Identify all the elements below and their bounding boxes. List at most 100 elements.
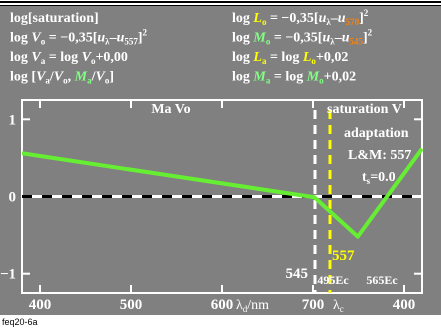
header-left-line-3-seg-6: +0,00 [95,50,127,65]
header-right-line-3-seg-1: L [252,50,262,65]
header-right-line-3-seg-6: +0,02 [316,50,348,65]
header-left-line-4-seg-8: a [87,76,92,86]
header-right-line-1-seg-2: o [262,17,267,27]
header-right-line-2-seg-3: = −0,35[ [270,31,322,46]
header-right-line-2-seg-0: log [232,31,253,46]
header-left-line-3-seg-2: a [41,56,46,66]
y-tick-label-2: −1 [0,267,16,283]
header-left-line-2-seg-3: = −0,35[ [45,31,97,46]
header-left-line-3-seg-1: V [31,50,42,65]
header-left-line-2: log Vo = −0,35[uλ–u557]2 [10,28,148,47]
header-left-line-3-seg-3: = log [45,50,81,65]
ec-label-495: 495Ec [317,273,349,287]
header-left-line-3-seg-0: log [10,50,31,65]
header-right-line-4-seg-3: = log [270,70,306,85]
header-left-line-4-seg-3: / [49,70,55,85]
header-left-line-4-seg-0: log [ [10,70,36,85]
ts-part-0: t [362,170,367,185]
header-left-line-3: log Va = log Vo+0,00 [10,50,128,66]
header-right-line-1-seg-4: u [319,11,327,26]
header-right-line-2: log Mo = −0,35[uλ–u545]2 [232,28,373,47]
header-left-line-4-seg-10: V [95,70,106,85]
header-right-line-4-seg-1: M [252,70,266,85]
vline-label-557: 557 [332,248,355,264]
header-right-line-1-seg-7: u [338,11,346,26]
header-right-line-1: log Lo = −0,35[uλ–u570]2 [232,8,369,27]
header-left-line-4-seg-1: V [36,70,47,85]
header-right-line-4: log Ma = log Mo+0,02 [232,70,356,86]
second-rule [0,5,441,6]
header-right-line-4-seg-2: a [266,76,271,86]
header-left-formulas: log[saturation]log Vo = −0,35[uλ–u557]2l… [10,11,148,86]
x-tick-label-1: 500 [120,297,143,313]
ts-part-1: s [367,176,371,186]
header-left-line-2-seg-7: u [117,31,125,46]
vline-label-545: 545 [286,266,309,282]
header-right-line-1-seg-9: ] [359,11,364,26]
header-left-line-2-seg-6: – [109,31,118,46]
header-left-line-4-seg-11: o [105,76,110,86]
header-right-line-2-seg-7: u [342,31,350,46]
adaptation-label: adaptation [344,126,409,141]
header-right-line-4-seg-6: +0,02 [324,70,356,85]
header-right-line-3-seg-3: = log [266,50,302,65]
header-right-line-2-seg-10: 2 [368,28,373,38]
header-right-line-4-seg-5: o [319,76,324,86]
y-tick-label-1: 0 [9,190,17,206]
header-left-line-2-seg-5: λ [105,37,110,47]
ma-vo-label: Ma Vo [151,102,190,117]
x-tick-label-2: 600 [211,297,234,313]
lambda-c-label: λc [333,298,344,314]
header-left-line-4-seg-12: ] [109,70,114,85]
x-axis-label-part-0: λ [236,298,243,313]
header-left-line-2-seg-4: u [97,31,105,46]
header-right-line-3-seg-5: o [311,56,316,66]
header-left-line-2-seg-2: o [41,37,46,47]
ec-label-565: 565Ec [366,273,398,287]
lambda-c-part-1: c [340,304,344,314]
x-tick-label-4: 400 [393,297,416,313]
header-right-line-1-seg-6: – [330,11,339,26]
header-left-line-1: log[saturation] [10,11,99,26]
header-left-line-2-seg-8: 557 [124,37,138,47]
header-left-line-2-seg-1: V [31,31,42,46]
ts-part-2: =0.0 [370,170,395,185]
ts-label: ts=0.0 [362,170,396,186]
header-left-line-2-seg-9: ] [138,31,143,46]
header-left-line-3-seg-4: V [82,50,93,65]
lambda-c-part-0: λ [333,298,340,313]
header-right-line-4-seg-0: log [232,70,253,85]
header-right-line-1-seg-5: λ [326,17,331,27]
header-right-line-2-seg-1: M [252,31,266,46]
header-left-line-4-seg-4: V [54,70,65,85]
series-line-0 [21,147,424,239]
header-left-line-2-seg-10: 2 [143,28,148,38]
header-left-line-1-seg-0: log[saturation] [10,11,99,26]
header-right-line-2-seg-8: 545 [349,37,363,47]
saturation-label: saturation V [327,102,402,117]
header-left-line-4-seg-6: , [68,70,75,85]
header-right-line-1-seg-8: 570 [346,17,360,27]
y-tick-label-0: 1 [9,112,17,128]
figure-code: feq20-6a [2,317,38,327]
x-axis-label: λd/nm [236,298,269,314]
header-right-line-3-seg-4: L [302,50,312,65]
x-tick-label-0: 400 [29,297,52,313]
header-right-line-3-seg-2: a [262,56,267,66]
header-right-line-2-seg-2: o [266,37,271,47]
x-axis-label-part-1: d [243,304,248,314]
header-left-line-4: log [Va/Vo, Ma/Vo] [10,70,114,86]
header-right-line-3: log La = log Lo+0,02 [232,50,348,66]
header-left-line-2-seg-0: log [10,31,31,46]
header-left-line-4-seg-9: / [91,70,97,85]
header-right-line-1-seg-3: = −0,35[ [266,11,318,26]
header-right-line-2-seg-9: ] [363,31,368,46]
header-right-line-1-seg-0: log [232,11,253,26]
header-left-line-4-seg-5: o [63,76,68,86]
header-left-line-4-seg-2: a [45,76,50,86]
header-right-line-1-seg-1: L [252,11,262,26]
header-left-line-4-seg-7: M [74,70,88,85]
